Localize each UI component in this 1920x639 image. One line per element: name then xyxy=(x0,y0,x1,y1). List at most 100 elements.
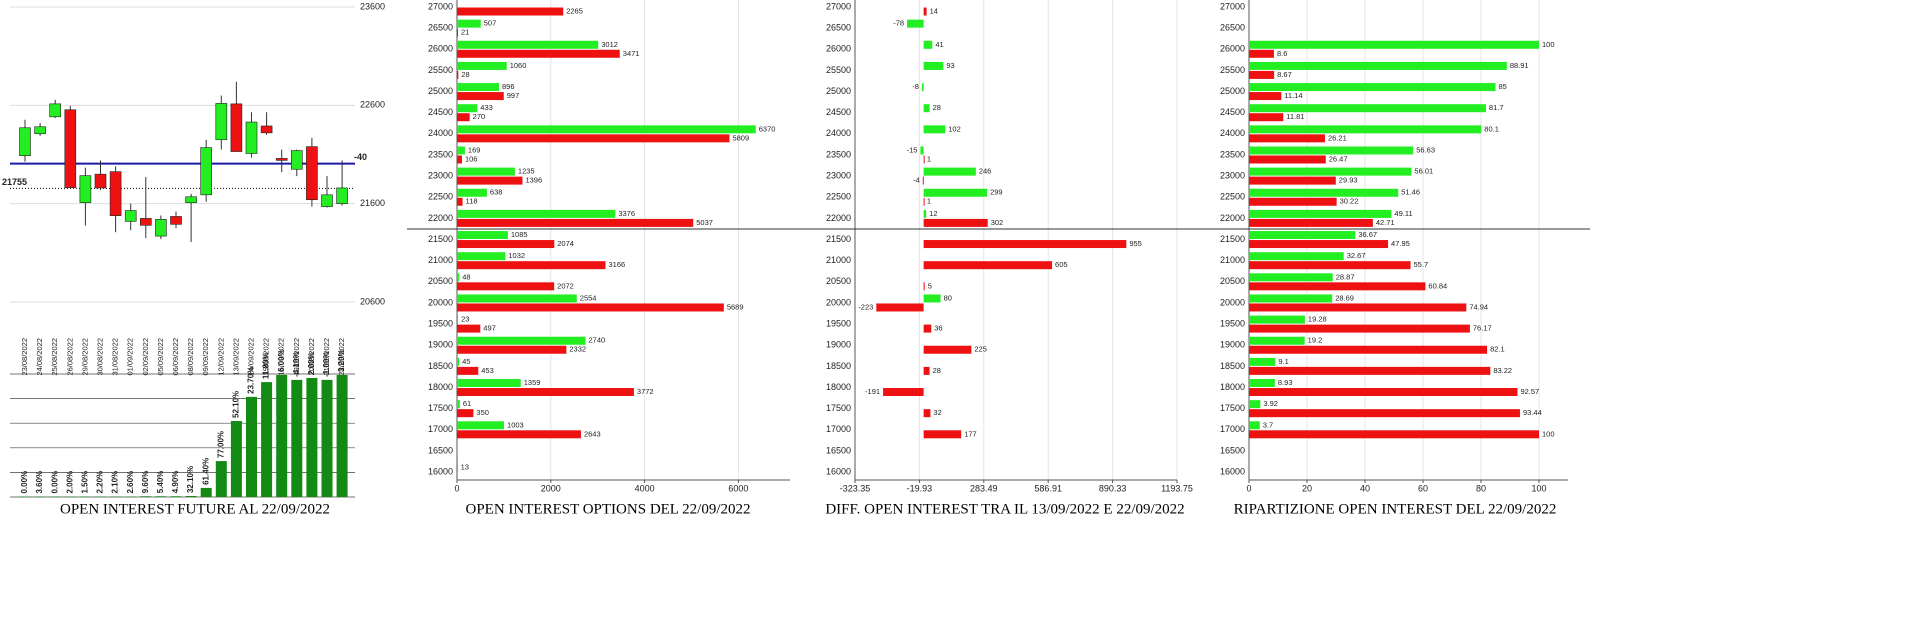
value-label: 26.47 xyxy=(1329,154,1348,163)
value-label: 2643 xyxy=(584,429,601,438)
category-label: 25500 xyxy=(826,65,851,75)
category-label: 25000 xyxy=(826,86,851,96)
value-label: 433 xyxy=(480,103,493,112)
bar xyxy=(215,461,227,497)
value-label: 169 xyxy=(468,145,481,154)
bar xyxy=(1249,430,1539,439)
value-label: 3.7 xyxy=(1263,420,1273,429)
value-label: 32.67 xyxy=(1347,251,1366,260)
value-label: 5037 xyxy=(696,218,713,227)
category-label: 21500 xyxy=(1220,234,1245,244)
bar xyxy=(457,463,458,472)
category-label: 25500 xyxy=(428,65,453,75)
bar xyxy=(1249,261,1411,270)
value-label: 51.46 xyxy=(1401,188,1420,197)
bar xyxy=(457,324,481,333)
candle-body xyxy=(109,171,122,216)
category-label: 19500 xyxy=(1220,318,1245,328)
value-label: 3012 xyxy=(601,40,618,49)
bar xyxy=(457,388,634,397)
category-label: 25000 xyxy=(1220,86,1245,96)
value-label: 19.28 xyxy=(1308,315,1327,324)
candle-body xyxy=(336,187,348,204)
value-label: 88.91 xyxy=(1510,61,1529,70)
bar xyxy=(1249,324,1470,333)
value-label: 56.63 xyxy=(1416,145,1435,154)
bar xyxy=(457,83,500,92)
value-label: -8 xyxy=(912,82,919,91)
category-label: 17500 xyxy=(1220,403,1245,413)
bar xyxy=(230,420,242,497)
value-label: 177 xyxy=(964,429,977,438)
x-tick-label: 890.33 xyxy=(1099,483,1127,493)
pct-change-label: 2.10% xyxy=(111,471,120,494)
value-label: 83.22 xyxy=(1493,366,1512,375)
candle-body xyxy=(321,194,333,207)
value-label: 48 xyxy=(462,272,470,281)
bar xyxy=(1249,409,1520,418)
category-label: 23000 xyxy=(428,170,453,180)
category-label: 18000 xyxy=(428,382,453,392)
value-label: 80 xyxy=(944,293,952,302)
bar xyxy=(140,496,152,497)
bar xyxy=(457,40,599,49)
value-label: 2332 xyxy=(569,345,586,354)
category-label: 16000 xyxy=(428,466,453,476)
bar xyxy=(923,188,988,197)
category-label: 21500 xyxy=(826,234,851,244)
x-tick-label: 60 xyxy=(1418,483,1428,493)
bar xyxy=(876,303,924,312)
value-label: 30.22 xyxy=(1340,197,1359,206)
category-label: 22000 xyxy=(1220,213,1245,223)
value-label: 11.81 xyxy=(1286,112,1304,121)
pct-change-label: -1.00% xyxy=(322,352,331,377)
bar xyxy=(49,496,61,498)
value-label: 47.95 xyxy=(1391,239,1410,248)
value-label: 1235 xyxy=(518,167,535,176)
category-label: 24500 xyxy=(826,107,851,117)
category-label: 16000 xyxy=(1220,466,1245,476)
bar xyxy=(923,218,988,227)
bar xyxy=(1249,113,1284,122)
pct-change-label: 61.40% xyxy=(201,458,210,485)
bar xyxy=(1249,197,1337,206)
bar xyxy=(457,231,508,240)
candle-body xyxy=(260,125,273,134)
value-label: -223 xyxy=(858,302,873,311)
bar xyxy=(1249,366,1491,375)
category-label: 24500 xyxy=(1220,107,1245,117)
value-label: 896 xyxy=(502,82,515,91)
bar xyxy=(1249,303,1467,312)
candle-body xyxy=(170,216,182,225)
bar xyxy=(79,496,91,498)
category-label: 20500 xyxy=(826,276,851,286)
bar xyxy=(923,167,976,176)
value-label: 82.1 xyxy=(1490,345,1505,354)
candle-body xyxy=(275,158,288,161)
category-label: 22500 xyxy=(1220,192,1245,202)
value-label: 56.01 xyxy=(1414,167,1433,176)
chart-title: OPEN INTEREST OPTIONS DEL 22/09/2022 xyxy=(466,501,751,517)
x-tick-label: 05/09/2022 xyxy=(156,338,165,376)
bar xyxy=(457,336,586,345)
value-label: -15 xyxy=(907,145,918,154)
bar xyxy=(923,155,925,164)
value-label: 49.11 xyxy=(1394,209,1412,218)
category-label: 24000 xyxy=(428,128,453,138)
chart-title: OPEN INTEREST FUTURE AL 22/09/2022 xyxy=(60,501,330,517)
category-label: 26000 xyxy=(1220,44,1245,54)
pct-change-label: 3.20% xyxy=(337,349,346,372)
x-tick-label: 100 xyxy=(1531,483,1546,493)
bar xyxy=(923,345,972,354)
bar xyxy=(1249,240,1389,249)
pct-change-label: 9.60% xyxy=(141,471,150,494)
last-value-label: 21755 xyxy=(2,177,27,187)
candle-body xyxy=(215,103,228,141)
x-tick-label: 6000 xyxy=(728,483,748,493)
bar xyxy=(457,273,460,282)
category-label: 21000 xyxy=(1220,255,1245,265)
pct-change-label: 0.00% xyxy=(50,471,59,494)
value-label: 11.14 xyxy=(1284,91,1302,100)
category-label: 19000 xyxy=(428,340,453,350)
value-label: 225 xyxy=(974,345,987,354)
